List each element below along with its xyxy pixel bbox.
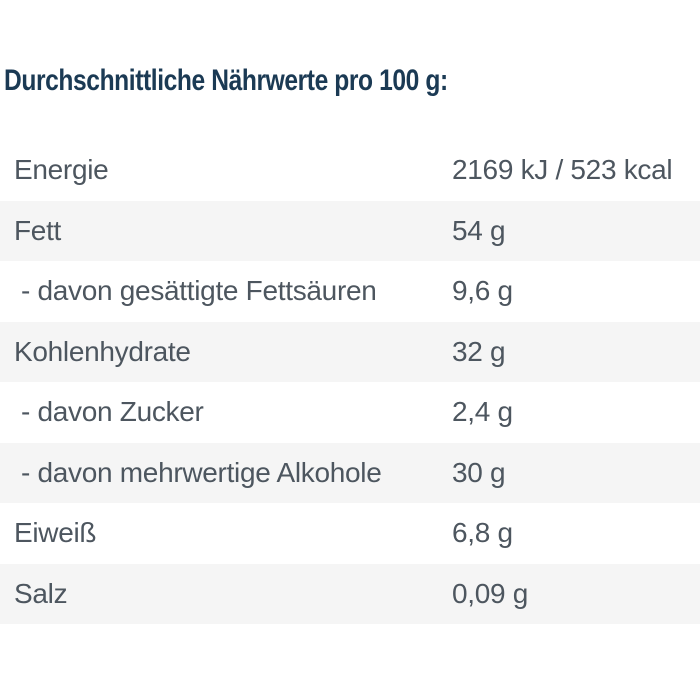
table-row: Kohlenhydrate 32 g xyxy=(0,321,700,382)
row-value: 6,8 g xyxy=(452,517,513,549)
row-label: Eiweiß xyxy=(14,517,97,549)
table-row: - davon mehrwertige Alkohole 30 g xyxy=(0,442,700,503)
table-row: Energie 2169 kJ / 523 kcal xyxy=(0,140,700,201)
row-value: 30 g xyxy=(452,456,506,488)
row-label: Salz xyxy=(14,577,68,609)
row-value: 54 g xyxy=(452,214,506,246)
row-label: - davon mehrwertige Alkohole xyxy=(21,456,382,488)
row-label: Kohlenhydrate xyxy=(14,335,191,367)
row-value: 2,4 g xyxy=(452,396,513,428)
nutrition-table: Energie 2169 kJ / 523 kcal Fett 54 g - d… xyxy=(0,140,700,624)
row-label: Fett xyxy=(14,214,62,246)
table-row: Eiweiß 6,8 g xyxy=(0,503,700,564)
page-title: Durchschnittliche Nährwerte pro 100 g: xyxy=(4,64,448,97)
table-row: - davon gesättigte Fettsäuren 9,6 g xyxy=(0,261,700,322)
table-row: Salz 0,09 g xyxy=(0,563,700,624)
row-value: 0,09 g xyxy=(452,577,529,609)
row-label: - davon Zucker xyxy=(21,396,204,428)
table-row: Fett 54 g xyxy=(0,200,700,261)
row-label: Energie xyxy=(14,154,109,186)
row-label: - davon gesättigte Fettsäuren xyxy=(21,275,377,307)
row-value: 9,6 g xyxy=(452,275,513,307)
row-value: 32 g xyxy=(452,335,506,367)
row-value: 2169 kJ / 523 kcal xyxy=(452,154,673,186)
table-row: - davon Zucker 2,4 g xyxy=(0,382,700,443)
